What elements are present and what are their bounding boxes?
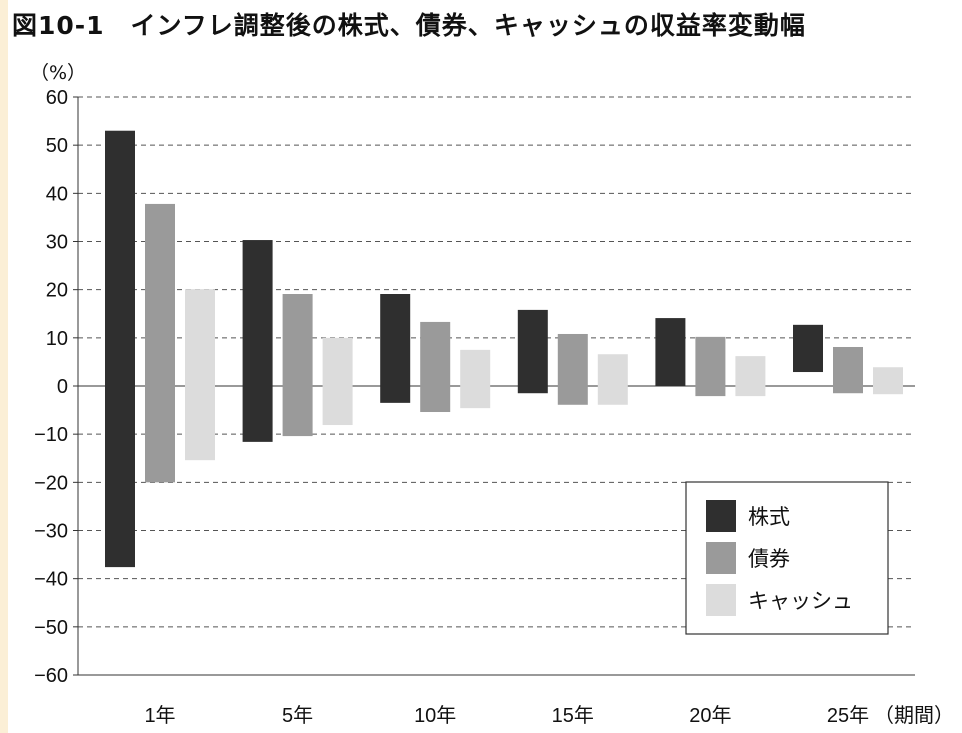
bar-キャッシュ-1年 [185,289,215,461]
y-tick-label: −40 [34,569,68,591]
legend-swatch [706,542,736,574]
bar-株式-25年 [793,324,823,373]
y-tick-label: 60 [46,87,68,109]
bar-債券-15年 [557,333,588,405]
x-tick-label: 5年 [282,704,313,727]
bar-債券-1年 [145,203,175,483]
y-tick-label: −20 [34,472,68,494]
bar-キャッシュ-15年 [597,354,628,405]
bar-株式-1年 [105,130,135,568]
bar-株式-15年 [517,309,548,394]
y-tick-label: −60 [34,665,68,687]
x-tick-label: 15年 [552,704,594,727]
bar-債券-25年 [833,346,863,394]
y-tick-label: 40 [46,183,68,205]
legend-label: 債券 [748,548,790,571]
x-tick-label: 10年 [414,704,456,727]
y-tick-label: −30 [34,521,68,543]
bar-キャッシュ-25年 [873,367,903,395]
y-tick-label: −50 [34,617,68,639]
left-edge-strip [0,0,8,733]
x-tick-label: 1年 [144,704,175,727]
y-tick-label: 10 [46,328,68,350]
x-tick-label: 20年 [689,704,731,727]
y-tick-label: 30 [46,232,68,254]
x-tick-label: 25年 [827,704,869,727]
bar-債券-5年 [282,294,313,437]
y-tick-label: 50 [46,135,68,157]
bar-株式-20年 [655,318,686,386]
y-tick-label: 20 [46,280,68,302]
bar-キャッシュ-20年 [735,356,766,397]
y-tick-label: 0 [57,376,68,398]
x-axis-label: （期間） [874,704,954,727]
bar-株式-5年 [242,240,273,442]
bar-債券-10年 [420,321,451,413]
legend-label: 株式 [748,506,790,529]
y-axis-unit-label: （%） [30,62,87,84]
bar-株式-10年 [380,294,411,403]
legend-swatch [706,500,736,532]
y-tick-label: −10 [34,424,68,446]
bar-キャッシュ-10年 [460,349,491,409]
legend-swatch [706,584,736,616]
legend-label: キャッシュ [748,590,853,613]
bar-キャッシュ-5年 [322,337,353,426]
chart-title: 図10-1 インフレ調整後の株式、債券、キャッシュの収益率変動幅 [12,11,806,40]
bar-債券-20年 [695,336,726,397]
